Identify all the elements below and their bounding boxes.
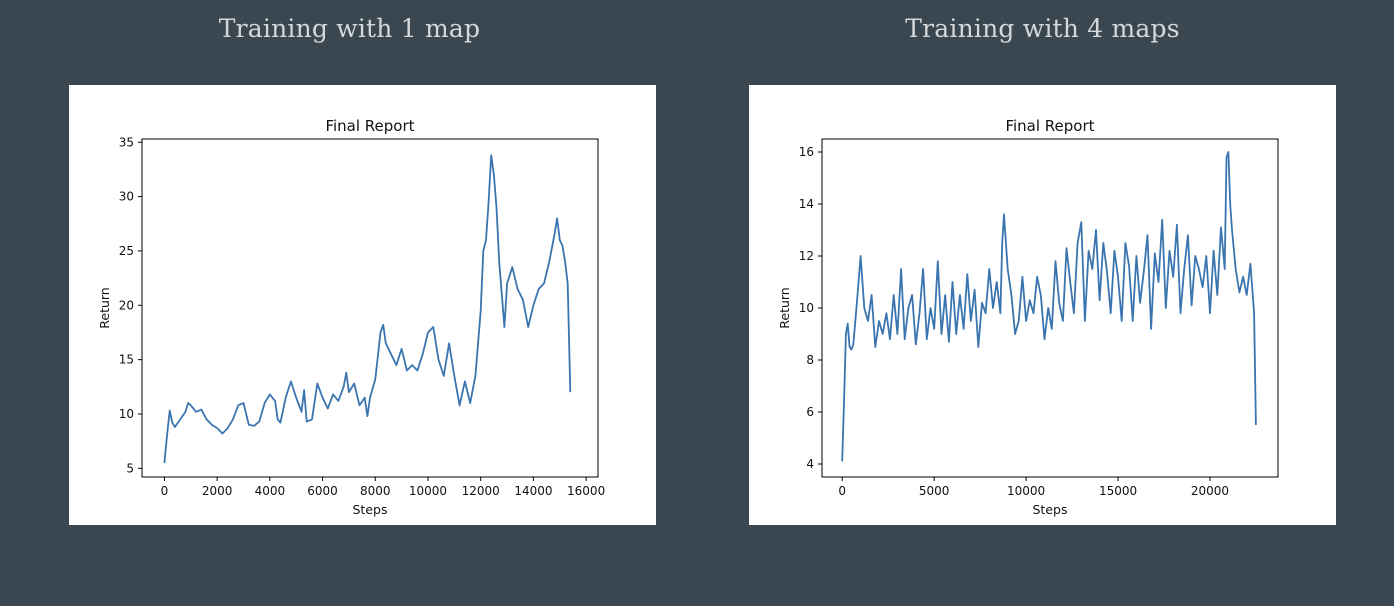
x-tick-label: 8000 <box>360 484 391 498</box>
chart-title: Final Report <box>1005 117 1094 135</box>
chart-card-4maps: Final Report 0 5000 10000 15000 20000 4 6 8 10 12 1… <box>749 85 1336 525</box>
x-tick-label: 14000 <box>514 484 552 498</box>
series-line-0 <box>841 151 1257 462</box>
x-tick-label: 5000 <box>919 484 950 498</box>
x-tick-label: 10000 <box>409 484 447 498</box>
y-axis-label: Return <box>97 287 112 328</box>
chart-4maps: Final Report 0 5000 10000 15000 20000 4 6 8 10 12 1… <box>777 117 1279 517</box>
y-tick-label: 25 <box>119 244 134 258</box>
series-line-0 <box>163 154 572 463</box>
y-tick-label: 6 <box>806 405 814 419</box>
y-tick-label: 15 <box>119 353 134 367</box>
x-tick-label: 0 <box>838 484 846 498</box>
y-tick-label: 20 <box>119 298 134 312</box>
y-axis-label: Return <box>777 287 792 328</box>
plot-frame <box>141 138 599 478</box>
x-tick-label: 6000 <box>307 484 338 498</box>
y-tick-label: 4 <box>806 457 814 471</box>
y-tick-label: 8 <box>806 353 814 367</box>
y-tick-label: 35 <box>119 135 134 149</box>
x-tick-label: 4000 <box>255 484 286 498</box>
y-tick-label: 30 <box>119 190 134 204</box>
chart-1map: Final Report 0 2000 4000 6000 8000 10000 12000 1… <box>97 117 605 517</box>
panel-title-4maps: Training with 4 maps <box>905 14 1180 43</box>
x-tick-label: 10000 <box>1007 484 1045 498</box>
y-tick-label: 10 <box>799 301 814 315</box>
y-tick-label: 16 <box>799 145 814 159</box>
x-tick-label: 2000 <box>202 484 233 498</box>
x-tick-label: 20000 <box>1191 484 1229 498</box>
chart-card-1map: Final Report 0 2000 4000 6000 8000 10000 12000 1… <box>69 85 656 525</box>
x-axis-label: Steps <box>1033 502 1068 517</box>
x-tick-label: 15000 <box>1099 484 1137 498</box>
chart-title: Final Report <box>325 117 414 135</box>
panel-title-1map: Training with 1 map <box>218 14 481 43</box>
y-tick-label: 5 <box>126 461 134 475</box>
y-tick-label: 12 <box>799 249 814 263</box>
x-axis-label: Steps <box>353 502 388 517</box>
x-tick-label: 12000 <box>462 484 500 498</box>
x-tick-label: 0 <box>161 484 169 498</box>
x-tick-label: 16000 <box>567 484 605 498</box>
y-tick-label: 14 <box>799 197 814 211</box>
y-tick-label: 10 <box>119 407 134 421</box>
